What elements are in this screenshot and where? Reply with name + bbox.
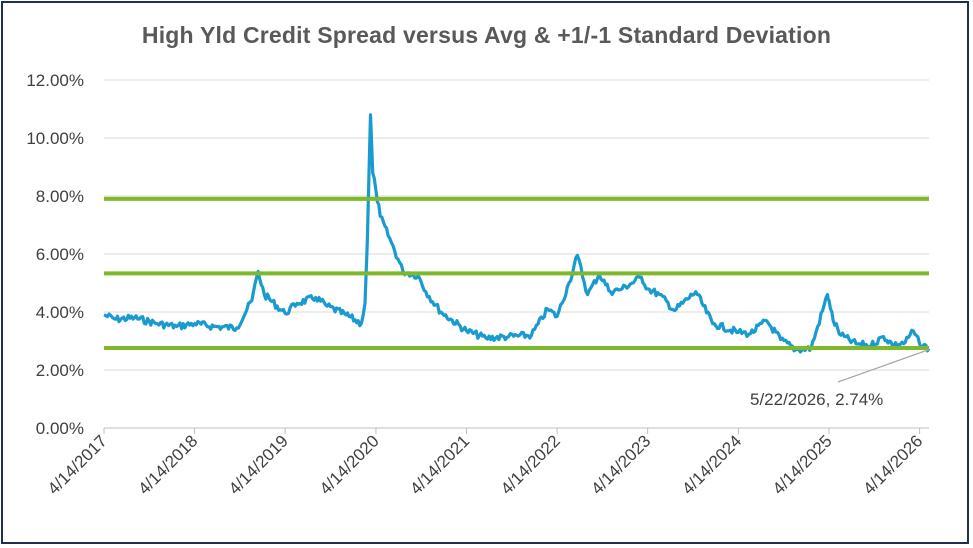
y-tick-label: 0.00% — [36, 419, 84, 438]
x-tick-label: 4/14/2022 — [497, 431, 564, 498]
y-tick-label: 6.00% — [36, 245, 84, 264]
y-tick-label: 2.00% — [36, 361, 84, 380]
y-tick-label: 8.00% — [36, 187, 84, 206]
x-tick-label: 4/14/2024 — [678, 431, 745, 498]
annotation-label: 5/22/2026, 2.74% — [750, 390, 883, 409]
x-tick-label: 4/14/2023 — [588, 431, 655, 498]
y-tick-label: 12.00% — [26, 71, 84, 90]
x-tick-label: 4/14/2020 — [316, 431, 383, 498]
x-tick-label: 4/14/2017 — [44, 431, 111, 498]
x-tick-label: 4/14/2021 — [406, 431, 473, 498]
x-tick-label: 4/14/2018 — [134, 431, 201, 498]
x-tick-label: 4/14/2026 — [859, 431, 926, 498]
chart-title: High Yld Credit Spread versus Avg & +1/-… — [141, 22, 832, 48]
series-line — [103, 113, 931, 354]
x-tick-label: 4/14/2019 — [225, 431, 292, 498]
y-tick-label: 10.00% — [26, 129, 84, 148]
y-tick-label: 4.00% — [36, 303, 84, 322]
x-tick-label: 4/14/2025 — [769, 431, 836, 498]
annotation-leader — [837, 348, 930, 383]
